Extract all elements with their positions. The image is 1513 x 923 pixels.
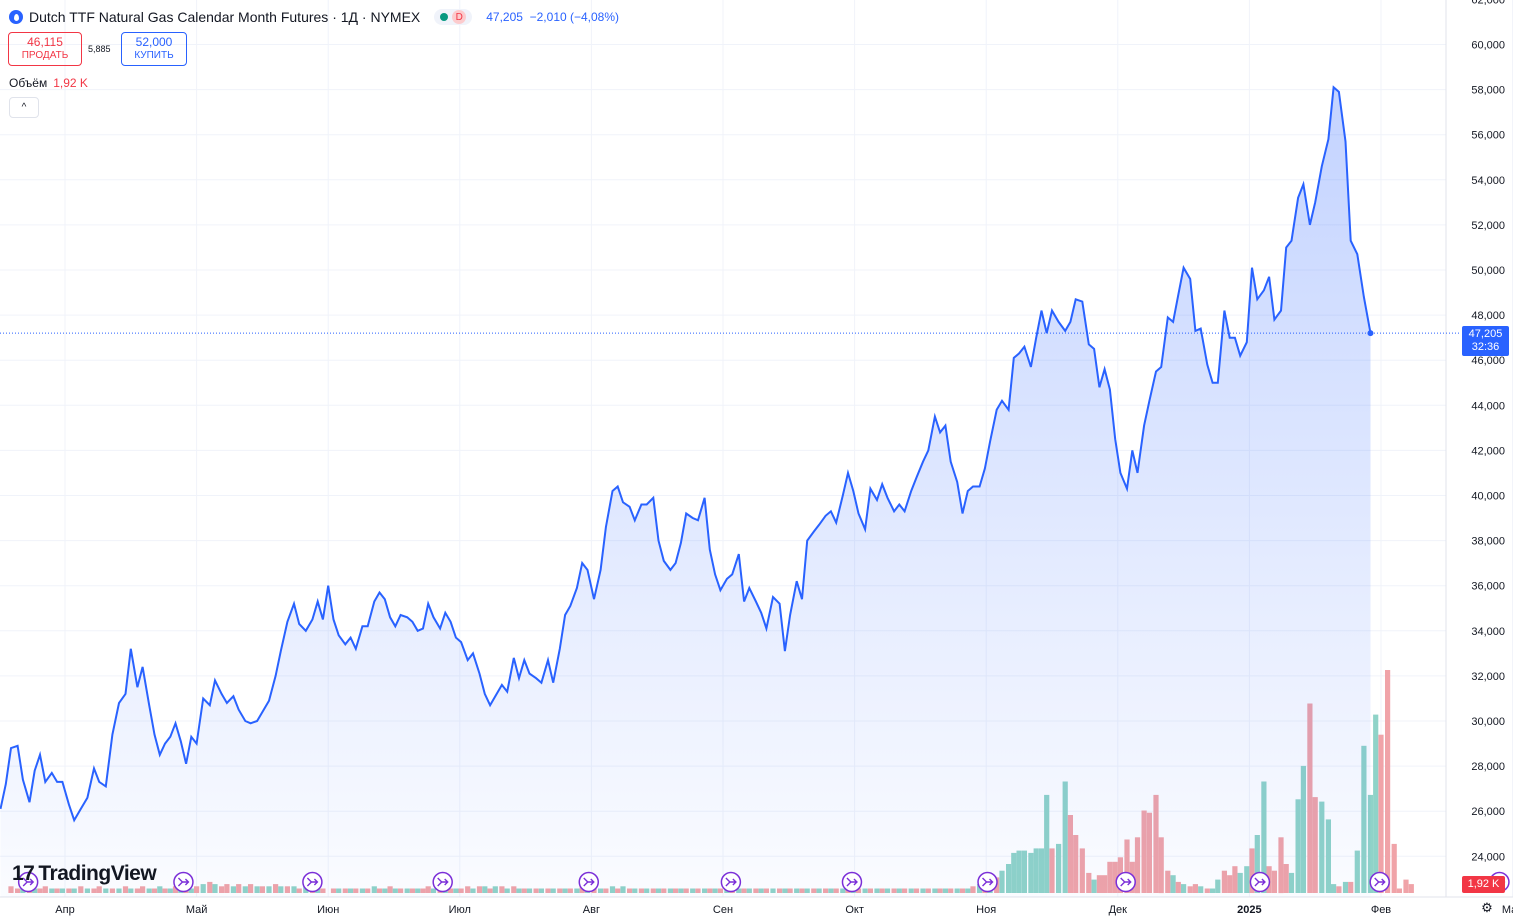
flame-icon [9, 10, 23, 24]
sell-button[interactable]: 46,115 ПРОДАТЬ [8, 32, 82, 66]
event-marker-icon [17, 871, 39, 893]
sell-price: 46,115 [27, 35, 63, 49]
chevron-up-icon: ^ [21, 102, 27, 113]
y-tick-label: 40,000 [1471, 491, 1505, 503]
volume-bar [1385, 670, 1391, 893]
volume-bar [1403, 879, 1409, 893]
volume-bar [1378, 734, 1384, 893]
y-tick-label: 50,000 [1471, 265, 1505, 277]
y-tick-label: 48,000 [1471, 310, 1505, 322]
collapse-legend-button[interactable]: ^ [9, 97, 39, 118]
buy-label: КУПИТЬ [134, 50, 174, 61]
x-tick-label: Авг [583, 904, 600, 916]
x-tick-label: Окт [845, 904, 864, 916]
price-change-value: −2,010 (−4,08%) [529, 10, 620, 24]
y-tick-label: 36,000 [1471, 581, 1505, 593]
market-open-icon [440, 13, 449, 21]
symbol-title[interactable]: Dutch TTF Natural Gas Calendar Month Fut… [29, 9, 421, 25]
buy-button[interactable]: 52,000 КУПИТЬ [121, 32, 187, 66]
x-tick-label: 2025 [1237, 904, 1261, 916]
y-tick-label: 58,000 [1471, 85, 1505, 97]
sell-label: ПРОДАТЬ [21, 50, 69, 61]
delay-badge: D [452, 10, 467, 24]
y-tick-label: 62,000 [1471, 0, 1505, 6]
event-marker-icon [977, 871, 998, 893]
event-marker-icon [1115, 871, 1136, 893]
status-pill[interactable]: D [434, 9, 473, 25]
volume-bar [1396, 888, 1402, 893]
price-tag-countdown: 32:36 [1471, 341, 1500, 353]
last-price-dot [1367, 330, 1374, 337]
tradingview-logo-icon: 17 [12, 862, 35, 885]
y-tick-label: 26,000 [1471, 806, 1505, 818]
y-tick-label: 60,000 [1471, 40, 1505, 52]
y-tick-label: 46,000 [1471, 355, 1505, 367]
volume-bar [1373, 714, 1379, 893]
price-tag-value: 47,205 [1468, 328, 1503, 340]
y-tick-label: 42,000 [1471, 445, 1505, 457]
event-marker-icon [578, 871, 600, 893]
last-price-value: 47,205 [486, 10, 523, 24]
logo-text: TradingView [38, 862, 157, 885]
spread-value: 5,885 [88, 44, 111, 54]
x-tick-label: Ноя [976, 904, 996, 916]
price-area [0, 87, 1371, 898]
settings-gear-icon[interactable]: ⚙ [1481, 900, 1493, 915]
price-axis: 62,000 60,000 58,000 56,000 54,000 52,000 50,0… [1471, 0, 1505, 863]
x-tick-label: Мар [1502, 904, 1513, 916]
y-tick-label: 56,000 [1471, 130, 1505, 142]
y-tick-label: 30,000 [1471, 716, 1505, 728]
x-tick-label: Сен [713, 904, 733, 916]
event-marker-icon [841, 871, 863, 893]
buy-price: 52,000 [135, 35, 173, 49]
time-axis: Апр Май Июн Июл Авг Сен Окт Ноя Дек 2025 Фев Мар [55, 904, 1513, 916]
x-tick-label: Фев [1371, 904, 1391, 916]
y-tick-label: 28,000 [1471, 761, 1505, 773]
x-tick-label: Июн [317, 904, 339, 916]
x-tick-label: Дек [1109, 904, 1128, 916]
event-marker-icon [720, 871, 742, 893]
y-tick-label: 24,000 [1471, 851, 1505, 863]
volume-legend[interactable]: Объём 1,92 K [9, 76, 88, 90]
y-tick-label: 38,000 [1471, 536, 1505, 548]
x-tick-label: Июл [449, 904, 471, 916]
volume-bar [1408, 884, 1414, 893]
volume-value: 1,92 K [53, 76, 88, 90]
chart-header: Dutch TTF Natural Gas Calendar Month Fut… [9, 7, 619, 27]
event-marker-icon [173, 871, 194, 893]
price-line [0, 85, 1372, 823]
y-tick-label: 44,000 [1471, 400, 1505, 412]
last-price-tag: 47,205 32:36 [1462, 326, 1509, 356]
volume-tag: 1,92 K [1462, 876, 1505, 893]
x-tick-label: Апр [55, 904, 74, 916]
event-marker-icon [1249, 871, 1271, 893]
event-marker-icon [1369, 871, 1390, 893]
y-tick-label: 34,000 [1471, 626, 1505, 638]
header-last-price: 47,205 −2,010 (−4,08%) [486, 10, 619, 24]
event-marker-icon [302, 871, 323, 893]
x-tick-label: Май [186, 904, 208, 916]
y-tick-label: 52,000 [1471, 220, 1505, 232]
y-tick-label: 54,000 [1471, 175, 1505, 187]
volume-bar [1391, 843, 1397, 893]
volume-label: Объём [9, 76, 48, 90]
y-tick-label: 32,000 [1471, 671, 1505, 683]
tradingview-logo[interactable]: 17 TradingView [12, 862, 157, 886]
event-marker-icon [432, 871, 453, 893]
